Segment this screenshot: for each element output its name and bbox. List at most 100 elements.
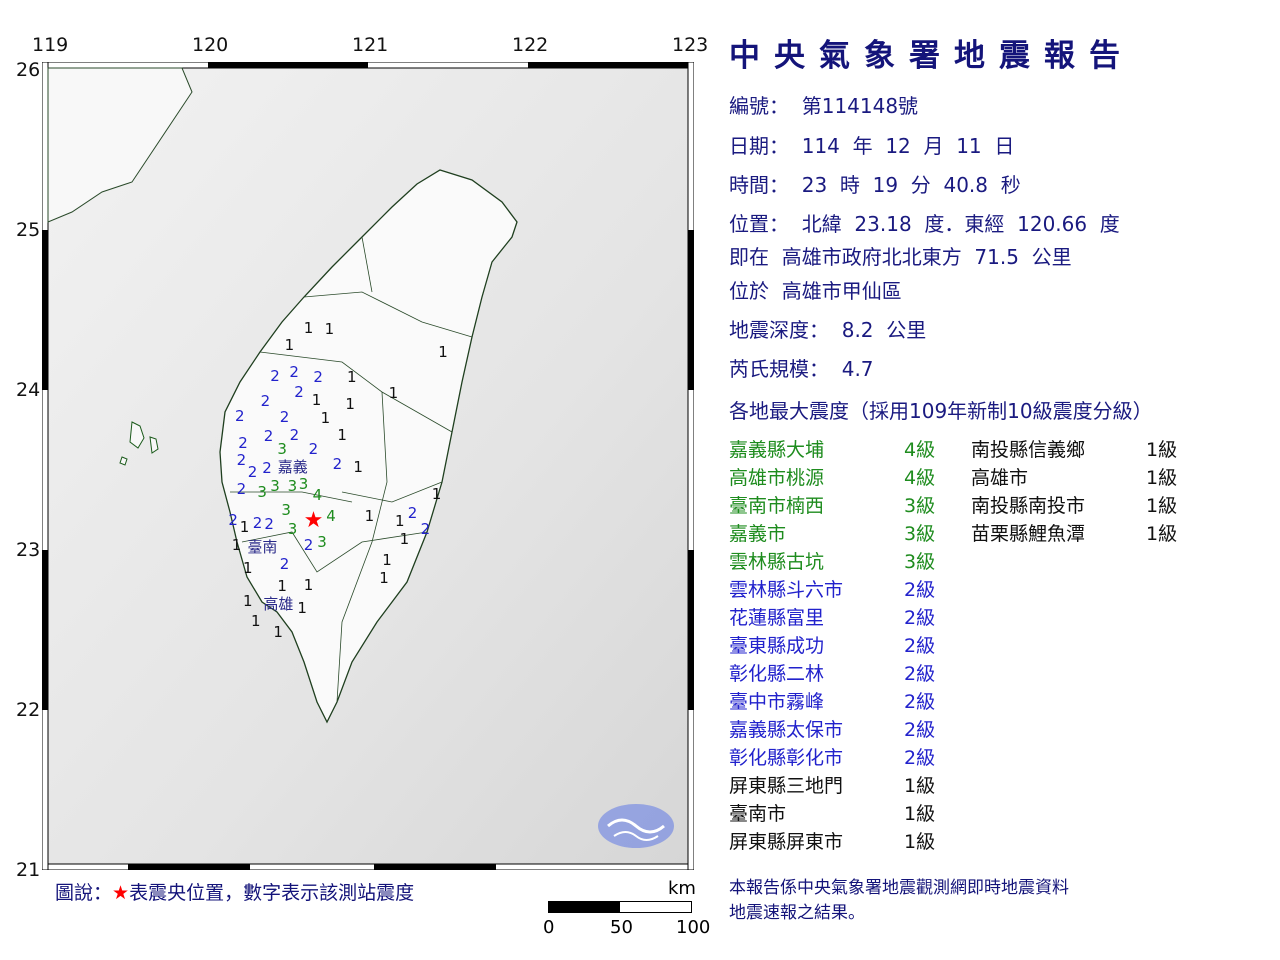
report-number: 編號： 第114148號: [729, 94, 919, 118]
intensity-level: 2級: [904, 663, 936, 685]
city-label: 臺南: [247, 537, 278, 556]
station-intensity-1: 1: [303, 576, 314, 595]
scale-unit: km: [668, 878, 696, 899]
station-intensity-1: 1: [239, 518, 250, 537]
station-intensity-1: 1: [273, 622, 283, 641]
footnote-line-1: 本報告係中央氣象署地震觀測網即時地震資料: [729, 878, 1069, 898]
intensity-place: 南投縣信義鄉: [971, 439, 1086, 461]
station-intensity-1: 1: [431, 485, 442, 503]
intensity-level: 1級: [1146, 467, 1178, 489]
station-intensity-2: 2: [263, 427, 274, 446]
intensity-place: 嘉義縣太保市: [729, 719, 844, 741]
station-intensity-2: 2: [294, 382, 304, 401]
intensity-place: 臺南市楠西: [729, 495, 825, 517]
penghu-islands: [119, 421, 159, 466]
station-intensity-4: 4: [312, 485, 323, 504]
scale-label-50: 50: [610, 917, 633, 938]
station-intensity-2: 2: [264, 515, 274, 534]
station-intensity-1: 1: [251, 612, 261, 631]
station-intensity-2: 2: [332, 454, 343, 473]
station-intensity-1: 1: [284, 336, 295, 355]
intensity-place: 嘉義縣大埔: [729, 439, 825, 461]
station-intensity-1: 1: [399, 529, 410, 548]
intensity-place: 苗栗縣鯉魚潭: [971, 523, 1086, 545]
lat-tick-label: 25: [16, 219, 41, 241]
intensity-place: 臺東縣成功: [729, 635, 825, 657]
intensity-level: 1級: [1146, 523, 1178, 545]
station-intensity-3: 3: [270, 477, 280, 496]
intensity-level: 4級: [904, 467, 936, 489]
earthquake-map: 嘉義 臺南 高雄 ★ 1 1 1 1 1 1 1 1 1 1 1 1 1 1 1 1 1 1 1 1 1 1 1 1 1 1 2 2 2 2 2 2 2…: [42, 62, 694, 870]
scale-label-0: 0: [543, 917, 555, 938]
report-title: 中央氣象署地震報告: [729, 38, 1134, 74]
station-intensity-2: 2: [247, 462, 258, 481]
station-intensity-1: 1: [347, 368, 357, 387]
station-intensity-1: 1: [353, 457, 363, 476]
station-intensity-1: 1: [395, 512, 405, 531]
station-intensity-3: 3: [287, 520, 298, 539]
map-legend: 圖說：★表震央位置，數字表示該測站震度: [55, 878, 414, 905]
county-borders: [230, 236, 473, 703]
station-intensity-3: 3: [257, 483, 267, 502]
taiwan-island: [219, 169, 518, 724]
station-intensity-2: 2: [308, 440, 319, 459]
map-base: [42, 62, 694, 870]
intensity-level: 1級: [904, 803, 936, 825]
city-label: 嘉義: [277, 457, 308, 476]
station-intensity-2: 2: [407, 504, 418, 523]
intensity-level: 1級: [1146, 439, 1178, 461]
station-intensity-2: 2: [235, 406, 245, 425]
intensity-level: 2級: [904, 691, 936, 713]
intensity-level: 4級: [904, 439, 936, 461]
intensity-level: 2級: [904, 719, 936, 741]
china-coast: [47, 67, 193, 223]
station-intensity-2: 2: [313, 368, 323, 387]
lon-tick-label: 119: [32, 34, 69, 56]
intensity-place: 屏東縣三地門: [729, 775, 844, 797]
star-icon: ★: [112, 882, 130, 904]
station-intensity-2: 2: [289, 363, 299, 382]
cwa-logo: [598, 804, 674, 848]
legend-label: 圖說：: [55, 882, 113, 904]
lon-tick-label: 121: [352, 34, 389, 56]
station-intensity-1: 1: [297, 599, 307, 618]
intensity-place: 彰化縣二林: [729, 663, 825, 685]
lon-tick-label: 120: [192, 34, 229, 56]
intensity-level: 2級: [904, 635, 936, 657]
report-time: 時間： 23 時 19 分 40.8 秒: [729, 173, 1021, 197]
report-location: 位置： 北緯 23.18 度．東經 120.66 度: [729, 212, 1120, 236]
station-intensity-3: 3: [277, 440, 287, 459]
station-intensity-2: 2: [236, 451, 247, 470]
scale-bar: [548, 901, 692, 913]
intensity-place: 臺中市霧峰: [729, 691, 825, 713]
report-magnitude: 芮氏規模： 4.7: [729, 357, 874, 381]
station-intensity-3: 3: [281, 501, 291, 519]
station-intensity-2: 2: [228, 511, 238, 529]
report-depth: 地震深度： 8.2 公里: [729, 318, 927, 342]
station-intensity-3: 3: [317, 533, 327, 552]
station-intensity-1: 1: [382, 550, 392, 569]
station-intensity-2: 2: [420, 520, 431, 539]
station-intensity-2: 2: [238, 433, 248, 452]
intensity-level: 1級: [904, 831, 936, 853]
station-intensity-2: 2: [279, 408, 290, 427]
intensity-level: 1級: [1146, 495, 1178, 517]
footnote-line-2: 地震速報之結果。: [729, 903, 865, 923]
station-intensity-1: 1: [243, 592, 253, 611]
station-intensity-1: 1: [438, 342, 448, 361]
intensity-place: 高雄市: [971, 467, 1029, 489]
report-district: 位於 高雄市甲仙區: [729, 279, 902, 303]
legend-text: 表震央位置，數字表示該測站震度: [129, 882, 415, 904]
station-intensity-1: 1: [379, 568, 389, 587]
intensity-place: 彰化縣彰化市: [729, 747, 844, 769]
station-intensity-1: 1: [243, 558, 253, 577]
station-intensity-2: 2: [262, 459, 272, 478]
scale-label-100: 100: [676, 917, 711, 938]
station-intensity-1: 1: [324, 320, 335, 339]
station-intensity-2: 2: [252, 513, 263, 532]
intensity-place: 高雄市桃源: [729, 467, 825, 489]
station-intensity-2: 2: [303, 536, 314, 555]
intensity-header: 各地最大震度（採用109年新制10級震度分級）: [729, 399, 1153, 423]
station-intensity-1: 1: [320, 409, 331, 427]
station-intensity-1: 1: [364, 507, 375, 526]
